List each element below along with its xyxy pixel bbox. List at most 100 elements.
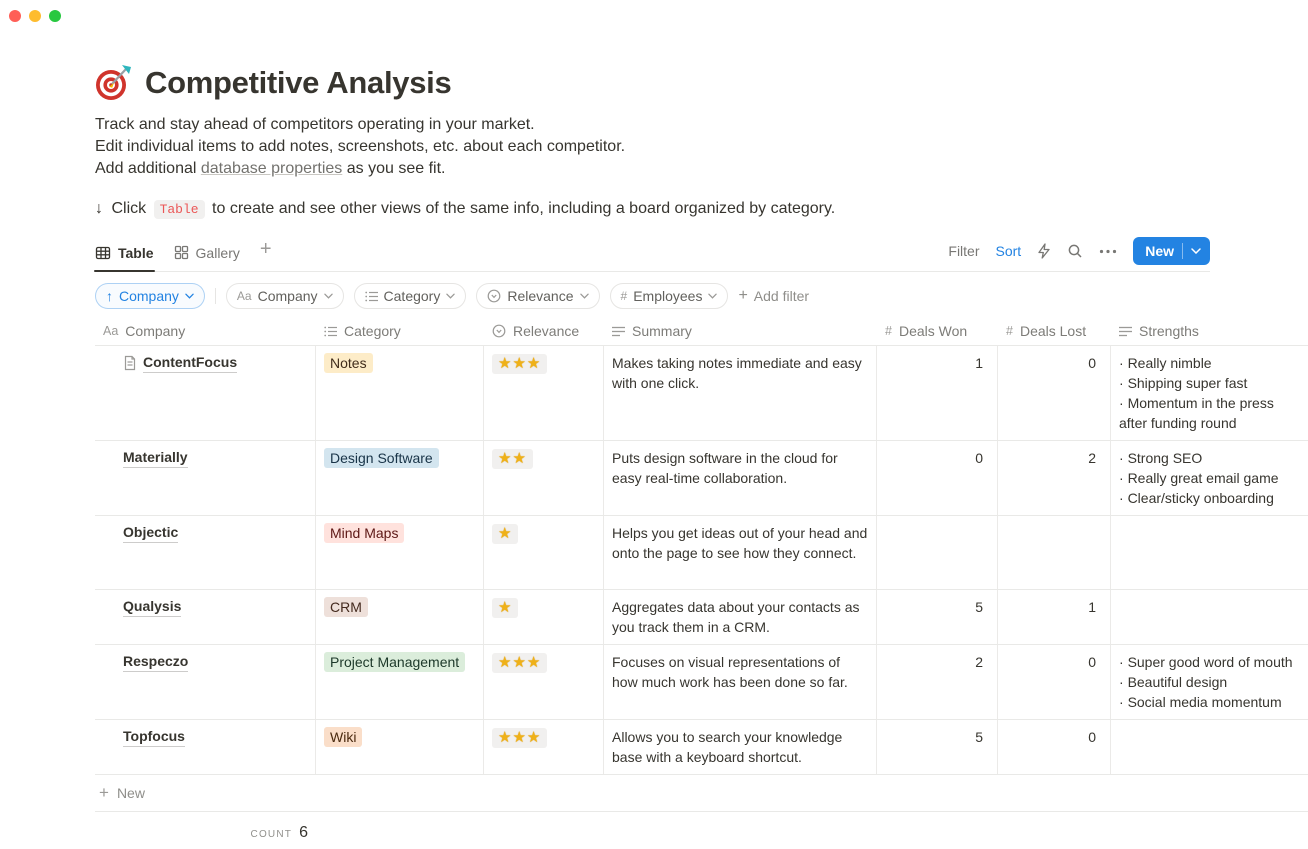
filter-button[interactable]: Filter [948,243,980,259]
filter-chip-employees[interactable]: # Employees [609,283,729,309]
automations-button[interactable] [1037,243,1051,259]
filter-chip-bar: ↑ Company Aa Company Category [95,283,1210,309]
cell-category[interactable]: Notes [316,346,484,440]
cell-strengths[interactable] [1111,516,1308,589]
star-rating: ★★★ [492,653,548,673]
cell-summary[interactable]: Puts design software in the cloud for ea… [604,441,877,515]
cell-company[interactable]: ContentFocus [95,346,316,440]
column-header-relevance[interactable]: Relevance [484,317,604,345]
add-filter-button[interactable]: + Add filter [738,287,810,304]
cell-company[interactable]: Materially [95,441,316,515]
company-page-link[interactable]: Topfocus [123,727,185,747]
cell-deals-lost[interactable]: 0 [998,346,1111,440]
chevron-down-icon [579,293,589,299]
cell-category[interactable]: Design Software [316,441,484,515]
cell-strengths[interactable]: Strong SEO Really great email game Clear… [1111,441,1308,515]
close-window-button[interactable] [9,10,21,22]
cell-strengths[interactable]: Super good word of mouth Beautiful desig… [1111,645,1308,719]
cell-category[interactable]: CRM [316,590,484,644]
cell-company[interactable]: Respeczo [95,645,316,719]
sort-chip-label: Company [119,288,179,304]
new-row-button[interactable]: + New [95,775,1308,812]
page-description: Track and stay ahead of competitors oper… [95,114,1210,180]
cell-summary[interactable]: Allows you to search your knowledge base… [604,720,877,774]
zoom-window-button[interactable] [49,10,61,22]
cell-relevance[interactable]: ★★★ [484,720,604,774]
list-property-icon [324,326,337,336]
search-icon [1068,244,1082,258]
cell-relevance[interactable]: ★ [484,516,604,589]
new-button-divider [1182,243,1183,259]
company-page-link[interactable]: Qualysis [123,597,182,617]
column-header-deals-won[interactable]: # Deals Won [885,323,968,339]
cell-deals-won[interactable]: 2 [877,645,998,719]
gallery-view-icon [174,245,188,260]
tab-table[interactable]: Table [94,234,155,272]
filter-chip-relevance[interactable]: Relevance [476,283,600,309]
cell-category[interactable]: Project Management [316,645,484,719]
window-controls [9,10,61,22]
count-aggregate[interactable]: COUNT 6 [95,824,316,842]
company-page-link[interactable]: Materially [123,448,188,468]
text-lines-icon [1119,326,1132,336]
cell-relevance[interactable]: ★★★ [484,645,604,719]
cell-deals-lost[interactable]: 0 [998,720,1111,774]
cell-strengths[interactable] [1111,720,1308,774]
company-page-link[interactable]: Objectic [123,523,179,543]
chevron-down-icon[interactable] [1191,248,1201,254]
cell-summary[interactable]: Makes taking notes immediate and easy wi… [604,346,877,440]
cell-summary[interactable]: Focuses on visual representations of how… [604,645,877,719]
company-page-link[interactable]: ContentFocus [143,353,238,373]
cell-deals-lost[interactable] [998,516,1111,589]
filter-chip-category[interactable]: Category [353,283,467,309]
sort-chip-company[interactable]: ↑ Company [95,283,205,309]
cell-company[interactable]: Qualysis [95,590,316,644]
company-page-link[interactable]: Respeczo [123,652,189,672]
minimize-window-button[interactable] [29,10,41,22]
filter-chip-company[interactable]: Aa Company [225,283,344,309]
cell-strengths[interactable] [1111,590,1308,644]
cell-summary[interactable]: Helps you get ideas out of your head and… [604,516,877,589]
search-button[interactable] [1067,243,1083,259]
table-inline-code: Table [153,200,205,219]
column-header-deals-lost[interactable]: # Deals Lost [1006,323,1087,339]
cell-deals-lost[interactable]: 1 [998,590,1111,644]
cell-relevance[interactable]: ★★★ [484,346,604,440]
ellipsis-icon [1100,249,1117,253]
column-header-category[interactable]: Category [316,317,484,345]
column-header-strengths[interactable]: Strengths [1111,317,1308,345]
tab-gallery[interactable]: Gallery [174,234,240,271]
cell-relevance[interactable]: ★ [484,590,604,644]
cell-category[interactable]: Wiki [316,720,484,774]
cell-strengths[interactable]: Really nimble Shipping super fast Moment… [1111,346,1308,440]
view-toolbar: Filter Sort Ne [948,237,1210,271]
cell-deals-won[interactable]: 5 [877,590,998,644]
new-button[interactable]: New [1133,237,1210,265]
cell-deals-won[interactable]: 0 [877,441,998,515]
count-label: COUNT [250,829,293,840]
cell-company[interactable]: Topfocus [95,720,316,774]
database-properties-link[interactable]: database properties [200,160,343,177]
chevron-down-icon [185,293,194,299]
text-property-icon: Aa [236,289,252,303]
category-tag: Mind Maps [324,523,405,543]
add-view-button[interactable]: + [259,237,272,260]
number-property-icon: # [885,324,892,338]
cell-summary[interactable]: Aggregates data about your contacts as y… [604,590,877,644]
cell-deals-won[interactable] [877,516,998,589]
table-row: Respeczo Project Management ★★★ Focuses … [95,645,1308,720]
more-options-button[interactable] [1099,249,1117,254]
cell-deals-lost[interactable]: 0 [998,645,1111,719]
category-tag: Notes [324,353,373,373]
cell-relevance[interactable]: ★★ [484,441,604,515]
cell-deals-won[interactable]: 5 [877,720,998,774]
sort-button[interactable]: Sort [995,243,1022,259]
column-header-company[interactable]: Aa Company [103,323,186,339]
cell-category[interactable]: Mind Maps [316,516,484,589]
cell-company[interactable]: Objectic [95,516,316,589]
competitive-analysis-table: Aa Company Category Relevance [95,317,1308,849]
column-header-summary[interactable]: Summary [604,317,877,345]
new-button-label: New [1145,243,1174,259]
cell-deals-won[interactable]: 1 [877,346,998,440]
cell-deals-lost[interactable]: 2 [998,441,1111,515]
